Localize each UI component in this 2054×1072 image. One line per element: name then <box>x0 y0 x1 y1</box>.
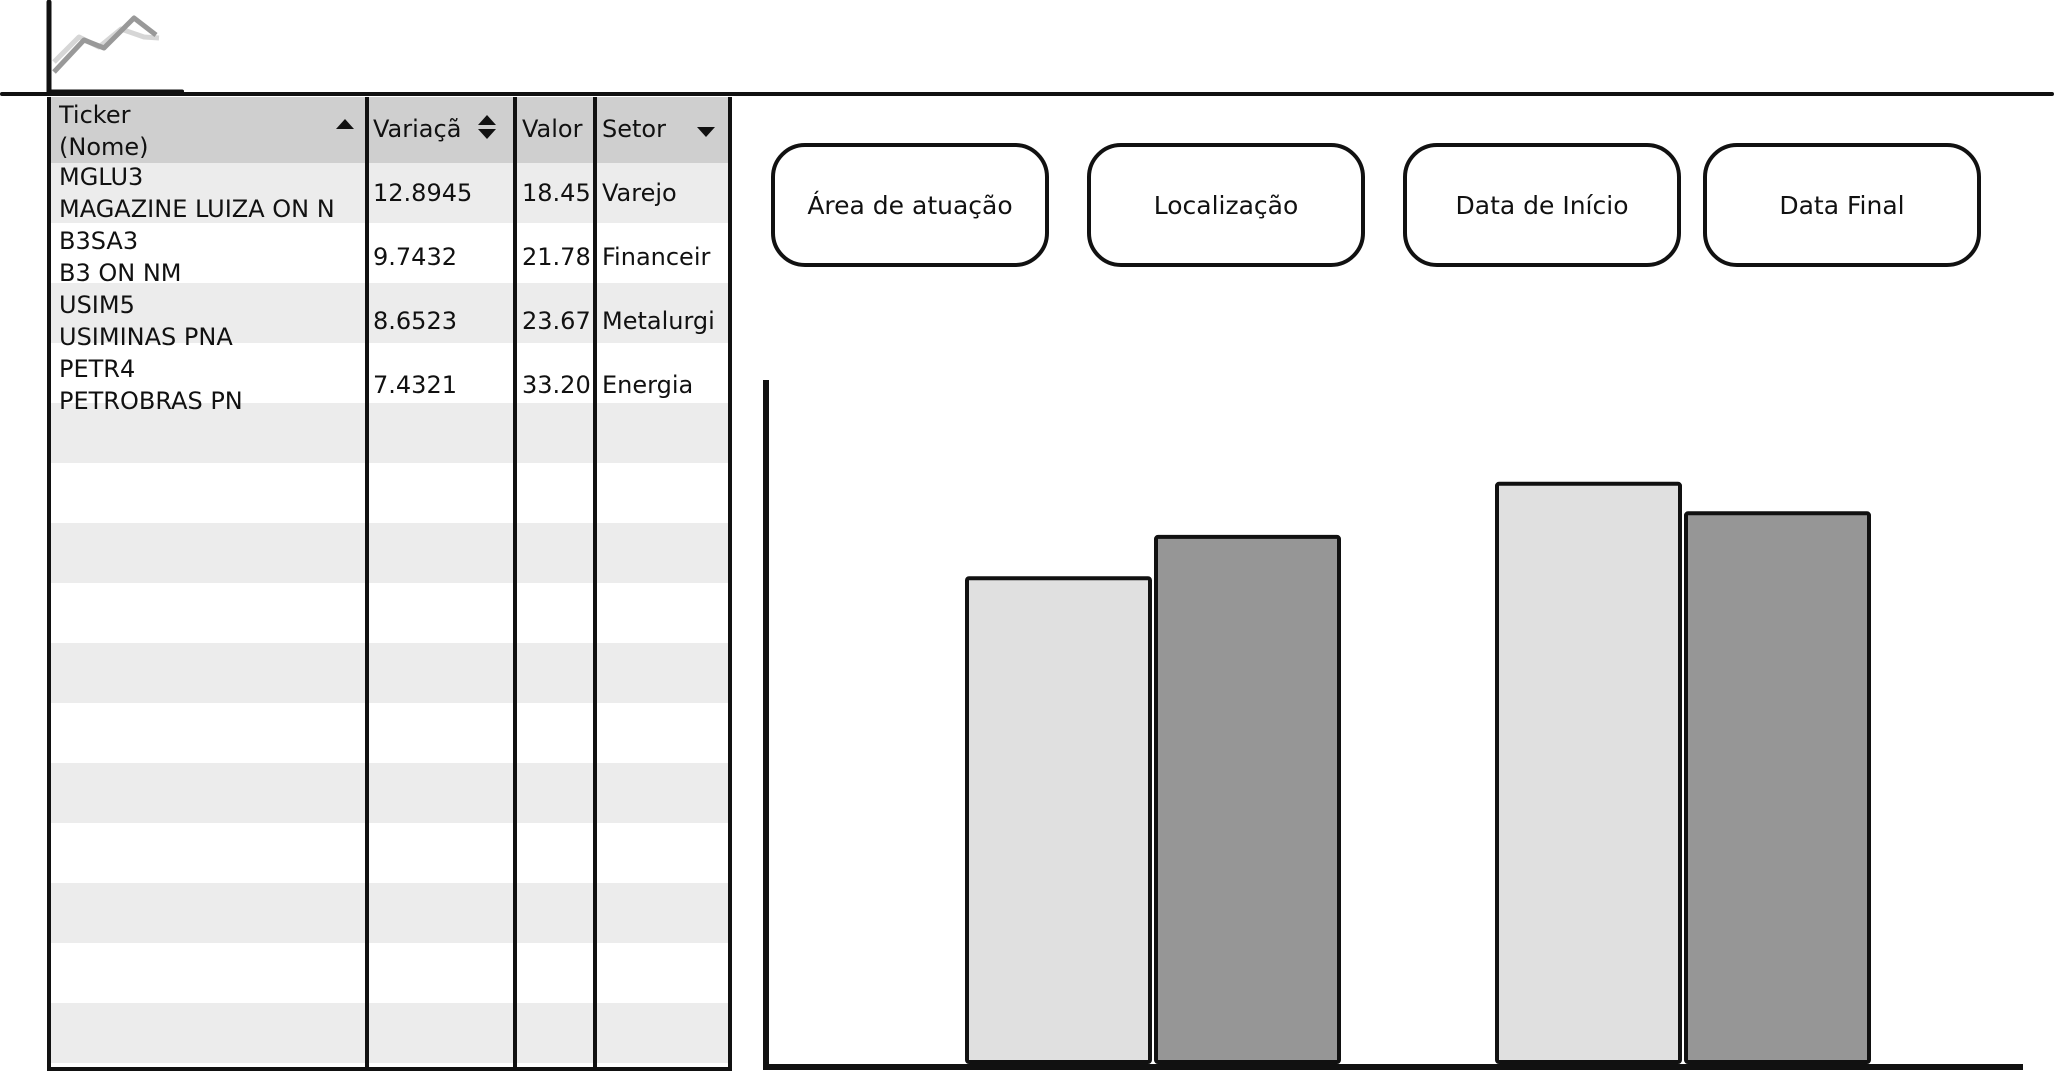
table-header-row <box>51 97 728 163</box>
column-header-ticker[interactable]: Ticker (Nome) <box>59 101 149 161</box>
column-divider <box>593 97 597 1067</box>
cell-variacao: 7.4321 <box>373 371 457 399</box>
table-row <box>51 763 728 823</box>
table-row <box>51 523 728 583</box>
filter-data-final-button[interactable]: Data Final <box>1703 143 1981 267</box>
table-row <box>51 643 728 703</box>
column-header-valor[interactable]: Valor <box>522 115 583 143</box>
bar-series-2-group-1 <box>1154 534 1341 1064</box>
table-grid: Ticker (Nome) Variaçã Valor Setor MGLU3 … <box>51 97 728 1067</box>
filter-localizacao-button[interactable]: Localização <box>1087 143 1365 267</box>
cell-setor: Metalurgi <box>602 307 715 335</box>
table-row <box>51 1003 728 1063</box>
column-divider <box>513 97 517 1067</box>
filter-data-inicio-button[interactable]: Data de Início <box>1403 143 1681 267</box>
sort-ascending-icon[interactable] <box>334 115 356 143</box>
sort-both-icon[interactable] <box>476 113 498 141</box>
cell-variacao: 12.8945 <box>373 179 473 207</box>
cell-nome: B3 ON NM <box>59 259 182 287</box>
column-divider <box>365 97 369 1067</box>
cell-ticker: USIM5 <box>59 291 135 319</box>
bar-series-2-group-2 <box>1684 511 1871 1065</box>
table-row <box>51 283 728 343</box>
bar-chart <box>763 380 2023 1070</box>
filter-area-atuacao-button[interactable]: Área de atuação <box>771 143 1049 267</box>
cell-nome: PETROBRAS PN <box>59 387 243 415</box>
column-header-variacao[interactable]: Variaçã <box>373 115 462 143</box>
cell-ticker: PETR4 <box>59 355 136 383</box>
cell-valor: 18.45 <box>522 179 591 207</box>
cell-nome: MAGAZINE LUIZA ON N <box>59 195 335 223</box>
cell-setor: Varejo <box>602 179 677 207</box>
cell-variacao: 9.7432 <box>373 243 457 271</box>
table-row <box>51 163 728 223</box>
cell-valor: 33.20 <box>522 371 591 399</box>
stocks-table: Ticker (Nome) Variaçã Valor Setor MGLU3 … <box>47 97 732 1071</box>
header-divider <box>0 92 2054 96</box>
cell-setor: Financeir <box>602 243 711 271</box>
cell-valor: 21.78 <box>522 243 591 271</box>
cell-ticker: B3SA3 <box>59 227 139 255</box>
table-row <box>51 403 728 463</box>
cell-valor: 23.67 <box>522 307 591 335</box>
bar-series-1-group-2 <box>1495 481 1682 1065</box>
cell-setor: Energia <box>602 371 694 399</box>
cell-variacao: 8.6523 <box>373 307 457 335</box>
bar-series-1-group-1 <box>965 576 1152 1064</box>
sort-descending-icon[interactable] <box>695 115 717 143</box>
column-header-setor[interactable]: Setor <box>602 115 666 143</box>
app-logo-icon <box>46 0 184 95</box>
cell-nome: USIMINAS PNA <box>59 323 233 351</box>
table-row <box>51 883 728 943</box>
cell-ticker: MGLU3 <box>59 163 144 191</box>
